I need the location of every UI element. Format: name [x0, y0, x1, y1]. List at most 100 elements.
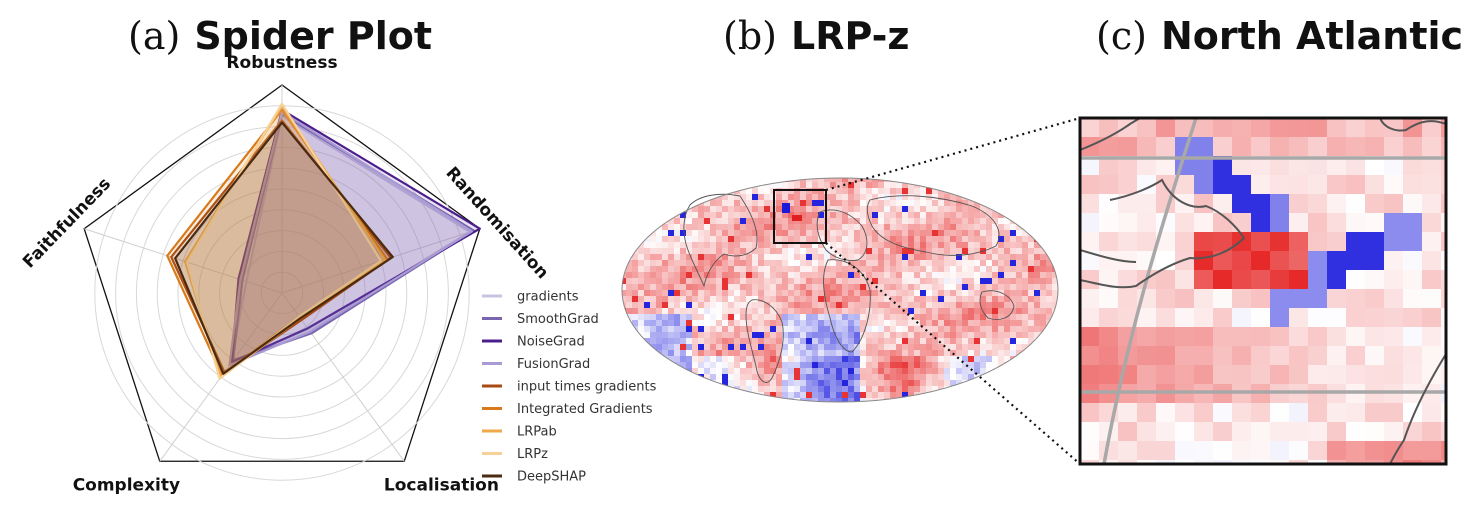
map-cell: [668, 398, 674, 402]
map-cell: [830, 374, 836, 380]
map-cell: [896, 212, 902, 218]
map-cell: [824, 320, 830, 326]
map-cell: [866, 254, 872, 260]
map-cell: [716, 266, 722, 272]
map-cell: [896, 272, 902, 278]
map-cell: [728, 320, 734, 326]
map-cell: [758, 230, 764, 236]
map-cell: [938, 398, 944, 402]
map-cell: [830, 188, 836, 194]
map-cell: [836, 200, 842, 206]
zoom-cell: [1175, 422, 1194, 441]
map-cell: [962, 326, 968, 332]
map-cell: [662, 260, 668, 266]
map-cell: [842, 326, 848, 332]
map-cell: [644, 206, 650, 212]
map-cell: [866, 212, 872, 218]
map-cell: [710, 332, 716, 338]
map-cell: [944, 200, 950, 206]
map-cell: [686, 188, 692, 194]
map-cell: [782, 212, 788, 218]
map-cell: [830, 284, 836, 290]
zoom-cell: [1213, 346, 1232, 365]
zoom-coastline-west: [1080, 118, 1246, 289]
map-cell: [866, 302, 872, 308]
map-cell: [896, 178, 902, 182]
zoom-cell: [1175, 289, 1194, 308]
map-cell: [884, 356, 890, 362]
map-cell: [986, 356, 992, 362]
zoom-cell: [1403, 118, 1422, 137]
map-cell: [626, 338, 632, 344]
map-cell: [860, 182, 866, 188]
map-coastline: [683, 193, 758, 288]
map-cell: [998, 344, 1004, 350]
zoom-cell: [1289, 156, 1308, 175]
map-cell: [632, 368, 638, 374]
map-cell: [1004, 374, 1010, 380]
map-cell: [1016, 386, 1022, 392]
map-cell: [656, 182, 662, 188]
map-cell: [902, 344, 908, 350]
map-cell: [812, 284, 818, 290]
map-cell: [974, 398, 980, 402]
map-cell: [1052, 236, 1058, 242]
map-cell: [758, 302, 764, 308]
zoom-cell: [1365, 213, 1384, 232]
map-cell: [878, 284, 884, 290]
map-cell: [890, 308, 896, 314]
map-cell: [860, 290, 866, 296]
map-cell: [920, 380, 926, 386]
map-cell: [1058, 284, 1064, 290]
zoom-cell: [1384, 232, 1403, 251]
panel-c-name: North Atlantic: [1160, 14, 1464, 58]
map-cell: [686, 296, 692, 302]
map-cell: [806, 338, 812, 344]
zoom-cell: [1365, 403, 1384, 422]
map-cell: [962, 206, 968, 212]
map-cell: [788, 218, 794, 224]
map-cell: [758, 338, 764, 344]
map-cell: [824, 314, 830, 320]
map-cell: [704, 296, 710, 302]
map-cell: [728, 350, 734, 356]
map-cell: [1052, 404, 1058, 410]
map-cell: [788, 320, 794, 326]
map-cell: [770, 386, 776, 392]
map-cell: [704, 380, 710, 386]
zoom-cell: [1232, 403, 1251, 422]
map-cell: [746, 200, 752, 206]
map-cell: [956, 308, 962, 314]
zoom-cell: [1365, 289, 1384, 308]
map-cell: [890, 314, 896, 320]
map-cell: [674, 200, 680, 206]
map-cell: [986, 398, 992, 402]
map-cell: [986, 212, 992, 218]
map-cell: [848, 290, 854, 296]
map-cell: [674, 182, 680, 188]
map-cell: [650, 212, 656, 218]
map-cell: [734, 290, 740, 296]
map-cell: [1046, 392, 1052, 398]
map-cell: [722, 332, 728, 338]
map-cell: [638, 260, 644, 266]
zoom-cell: [1118, 175, 1137, 194]
map-cell: [926, 224, 932, 230]
map-cell: [1046, 260, 1052, 266]
map-cell: [662, 284, 668, 290]
map-cell: [1034, 248, 1040, 254]
map-cell: [866, 248, 872, 254]
zoom-cell: [1289, 194, 1308, 213]
map-cell: [1028, 206, 1034, 212]
map-cell: [782, 392, 788, 398]
map-cell: [734, 362, 740, 368]
map-cell: [806, 332, 812, 338]
map-cell: [734, 338, 740, 344]
map-cell: [716, 374, 722, 380]
map-cell: [1028, 254, 1034, 260]
map-cell: [908, 182, 914, 188]
map-cell: [674, 272, 680, 278]
zoom-cell: [1384, 441, 1403, 460]
map-cell: [650, 290, 656, 296]
map-cell: [1016, 326, 1022, 332]
